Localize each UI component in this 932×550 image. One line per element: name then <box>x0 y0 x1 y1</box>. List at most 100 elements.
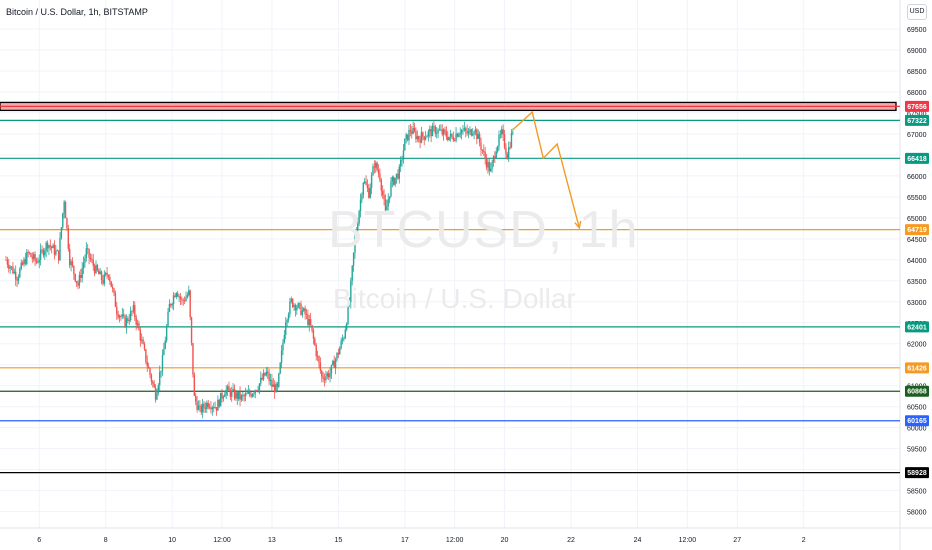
candle <box>282 339 284 356</box>
candle <box>271 373 273 392</box>
time-tick-label: 8 <box>104 537 108 544</box>
time-tick-label: 13 <box>268 537 276 544</box>
candle-body <box>143 343 146 350</box>
candle-body <box>291 298 294 307</box>
candle <box>350 277 352 309</box>
candle <box>10 265 13 271</box>
candle <box>189 289 191 321</box>
candle-body <box>16 279 18 281</box>
candle-body <box>499 134 502 136</box>
candle <box>413 122 416 133</box>
candle <box>147 362 150 369</box>
candle <box>100 270 103 285</box>
candle-body <box>160 370 162 373</box>
candle-body <box>322 376 324 379</box>
candle <box>121 307 124 320</box>
price-tick-label: 67000 <box>907 132 927 139</box>
candle-body <box>236 392 238 399</box>
candle <box>510 129 513 149</box>
candle <box>333 355 335 369</box>
candle-body <box>411 131 413 134</box>
candle <box>118 314 121 323</box>
candle-body <box>253 393 255 395</box>
candle <box>111 283 114 293</box>
candle <box>401 155 403 167</box>
level-label: 60868 <box>907 389 927 396</box>
candle-body <box>290 298 292 302</box>
candle <box>170 303 172 308</box>
price-tick-label: 69000 <box>907 48 927 55</box>
candle <box>294 303 297 317</box>
candle <box>186 292 189 299</box>
candle-body <box>339 348 341 355</box>
candle-body <box>363 181 366 183</box>
candle-body <box>141 339 143 341</box>
candle <box>327 369 330 381</box>
candle <box>406 134 409 142</box>
level-label: 64719 <box>907 227 927 234</box>
candle-body <box>282 342 284 351</box>
candle <box>38 254 40 269</box>
candle <box>301 306 304 318</box>
candle <box>52 243 54 249</box>
candle-body <box>52 244 54 249</box>
candle <box>470 128 473 137</box>
candle-body <box>145 349 147 362</box>
candle-body <box>329 373 331 378</box>
candle <box>314 336 316 347</box>
price-tick-label: 67500 <box>907 111 927 118</box>
candle <box>319 357 322 374</box>
price-tick-label: 58500 <box>907 489 927 496</box>
candle <box>16 276 18 288</box>
candle <box>459 127 461 139</box>
candle-body <box>174 295 176 298</box>
candle <box>445 126 448 141</box>
candle-body <box>362 182 364 196</box>
candle <box>388 196 391 204</box>
price-tick-label: 64000 <box>907 258 927 265</box>
currency-button[interactable]: USD <box>907 4 927 20</box>
candle-body <box>391 177 394 182</box>
candle-body <box>201 403 204 413</box>
candle <box>370 172 373 195</box>
candle-body <box>444 129 446 132</box>
candle <box>419 135 421 149</box>
candle <box>88 248 90 265</box>
time-tick-label: 27 <box>733 537 741 544</box>
candle-body <box>207 402 209 407</box>
candle <box>222 395 225 402</box>
price-tick-label: 68000 <box>907 90 927 97</box>
candle <box>293 303 295 311</box>
candle <box>452 131 455 143</box>
candle <box>31 252 34 264</box>
candle <box>195 392 197 406</box>
candle <box>416 130 418 143</box>
candle <box>172 291 175 311</box>
candle <box>6 256 9 269</box>
candle-body <box>420 132 423 143</box>
candle <box>62 212 64 230</box>
candle <box>265 367 268 377</box>
candle <box>149 367 151 379</box>
candle-body <box>177 293 179 297</box>
candle <box>489 162 492 172</box>
candle <box>87 244 89 255</box>
time-tick-label: 12:00 <box>446 537 464 544</box>
candle-body <box>34 254 36 261</box>
candle <box>255 389 258 392</box>
candle <box>463 121 466 132</box>
candle <box>268 368 270 385</box>
candle-body <box>332 360 334 365</box>
level-label-bg <box>905 385 929 397</box>
candle <box>365 175 367 186</box>
candle <box>136 319 139 329</box>
candle-body <box>23 259 25 265</box>
candle-body <box>441 129 443 135</box>
level-label-bg <box>905 114 929 126</box>
candle <box>415 127 417 143</box>
candle-body <box>168 303 171 312</box>
candle <box>369 183 371 199</box>
candle <box>337 348 340 359</box>
